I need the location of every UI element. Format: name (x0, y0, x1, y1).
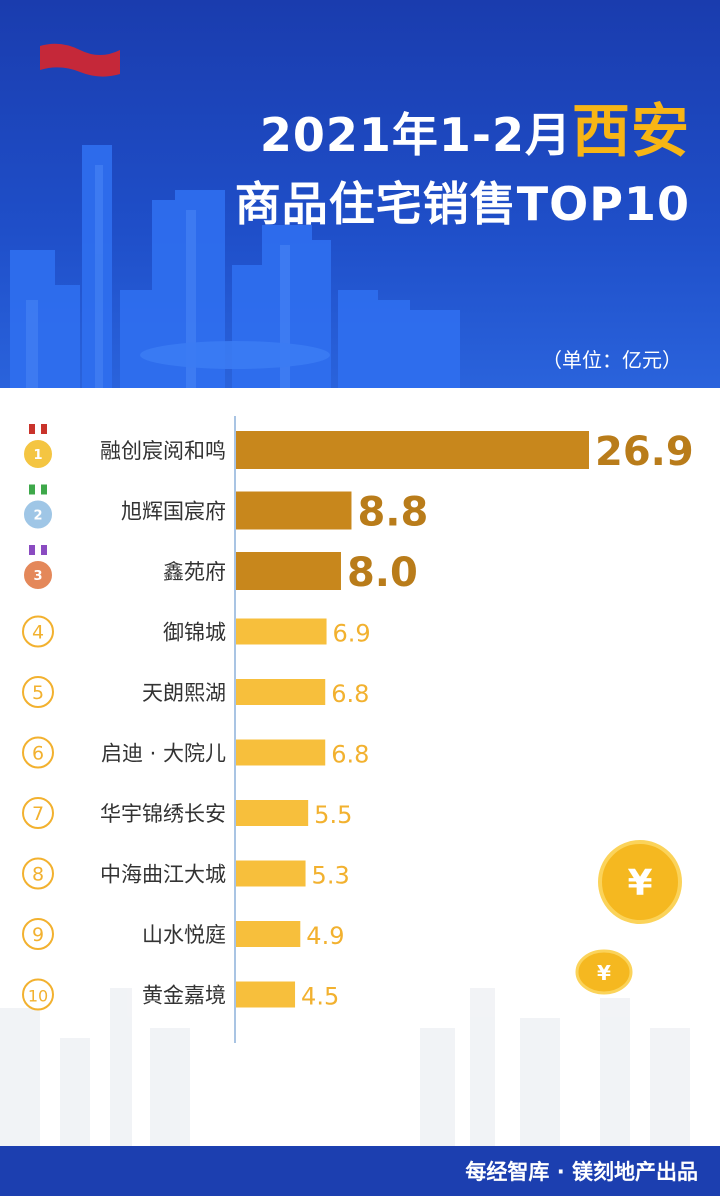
bar (236, 921, 301, 947)
yuan-symbol: ¥ (597, 961, 611, 985)
bar (236, 739, 326, 766)
rank-number: 3 (33, 569, 42, 584)
footer-bar: 每经智库 · 镁刻地产出品 (0, 1146, 720, 1196)
bar (236, 679, 326, 705)
flag-decoration (40, 43, 120, 77)
city-skyline-illustration (10, 145, 460, 388)
medal-ribbon-left (29, 484, 35, 495)
category-label: 鑫苑府 (163, 560, 226, 584)
bar (236, 552, 341, 590)
medal-ribbon-left (29, 545, 35, 555)
rank-circle-icon (22, 918, 54, 950)
category-label: 启迪 · 大院儿 (101, 742, 226, 766)
rank-number: 8 (32, 864, 44, 886)
rank-number: 1 (33, 448, 42, 463)
medal-ribbon-right (41, 424, 47, 434)
rank-circle-icon (22, 857, 54, 890)
rank-circle-icon (22, 978, 54, 1011)
rank-circle-icon (22, 797, 54, 829)
value-label: 26.9 (595, 429, 694, 475)
title-prefix: 2021年1-2月 (259, 108, 572, 162)
category-label: 旭辉国宸府 (121, 500, 226, 524)
category-label: 黄金嘉境 (142, 984, 226, 1008)
bar (236, 491, 352, 530)
category-label: 天朗熙湖 (142, 681, 226, 705)
value-label: 8.8 (357, 490, 428, 536)
coin-icon-large (598, 840, 682, 924)
bar (236, 431, 589, 469)
rank-circle-icon (22, 615, 54, 648)
medal-icon (22, 438, 54, 470)
value-label: 6.8 (331, 741, 369, 769)
medal-ribbon-right (41, 484, 47, 495)
page-title-line2: 商品住宅销售TOP10 (234, 177, 690, 231)
footer-credit: 每经智库 · 镁刻地产出品 (465, 1160, 698, 1184)
sales-bar-chart: 1 融创宸阅和鸣 26.9 2 旭辉国宸府 8.8 3 鑫苑府 8.0 4 御锦城 6.9 5 天朗熙湖 6… (0, 416, 694, 1146)
bar (236, 800, 309, 826)
value-label: 4.9 (306, 922, 344, 950)
unit-label: （单位：亿元） (542, 348, 682, 372)
header-banner: 2021年1-2月西安 商品住宅销售TOP10 （单位：亿元） (0, 0, 720, 388)
background-skyline (0, 988, 690, 1146)
category-label: 融创宸阅和鸣 (100, 439, 226, 463)
category-label: 御锦城 (163, 621, 226, 645)
rank-number: 7 (32, 803, 44, 825)
category-label: 华宇锦绣长安 (100, 802, 226, 826)
rank-number: 6 (32, 743, 44, 765)
page-title-line1: 2021年1-2月西安 (260, 84, 690, 168)
rank-number: 4 (32, 622, 44, 644)
value-label: 5.5 (314, 801, 352, 829)
value-label: 5.3 (312, 862, 350, 890)
rank-circle-icon (22, 736, 54, 769)
category-label: 中海曲江大城 (100, 863, 226, 887)
bar (236, 860, 306, 887)
medal-ribbon-left (29, 424, 35, 434)
bar (236, 981, 296, 1008)
rank-number: 9 (32, 924, 44, 946)
value-label: 8.0 (347, 550, 418, 596)
coin-icon-small (575, 949, 633, 995)
value-label: 6.9 (333, 620, 371, 648)
medal-icon (22, 498, 54, 531)
medal-ribbon-right (41, 545, 47, 555)
rank-circle-icon (22, 676, 54, 708)
value-label: 4.5 (301, 983, 339, 1011)
rank-number: 2 (33, 509, 42, 524)
rank-number: 5 (32, 682, 44, 704)
title-city-highlight: 西安 (571, 97, 690, 165)
category-label: 山水悦庭 (142, 923, 226, 947)
medal-icon (22, 559, 54, 591)
value-label: 6.8 (331, 680, 369, 708)
rank-number: 10 (28, 987, 48, 1006)
bar (236, 618, 327, 645)
yuan-symbol: ¥ (627, 863, 652, 904)
